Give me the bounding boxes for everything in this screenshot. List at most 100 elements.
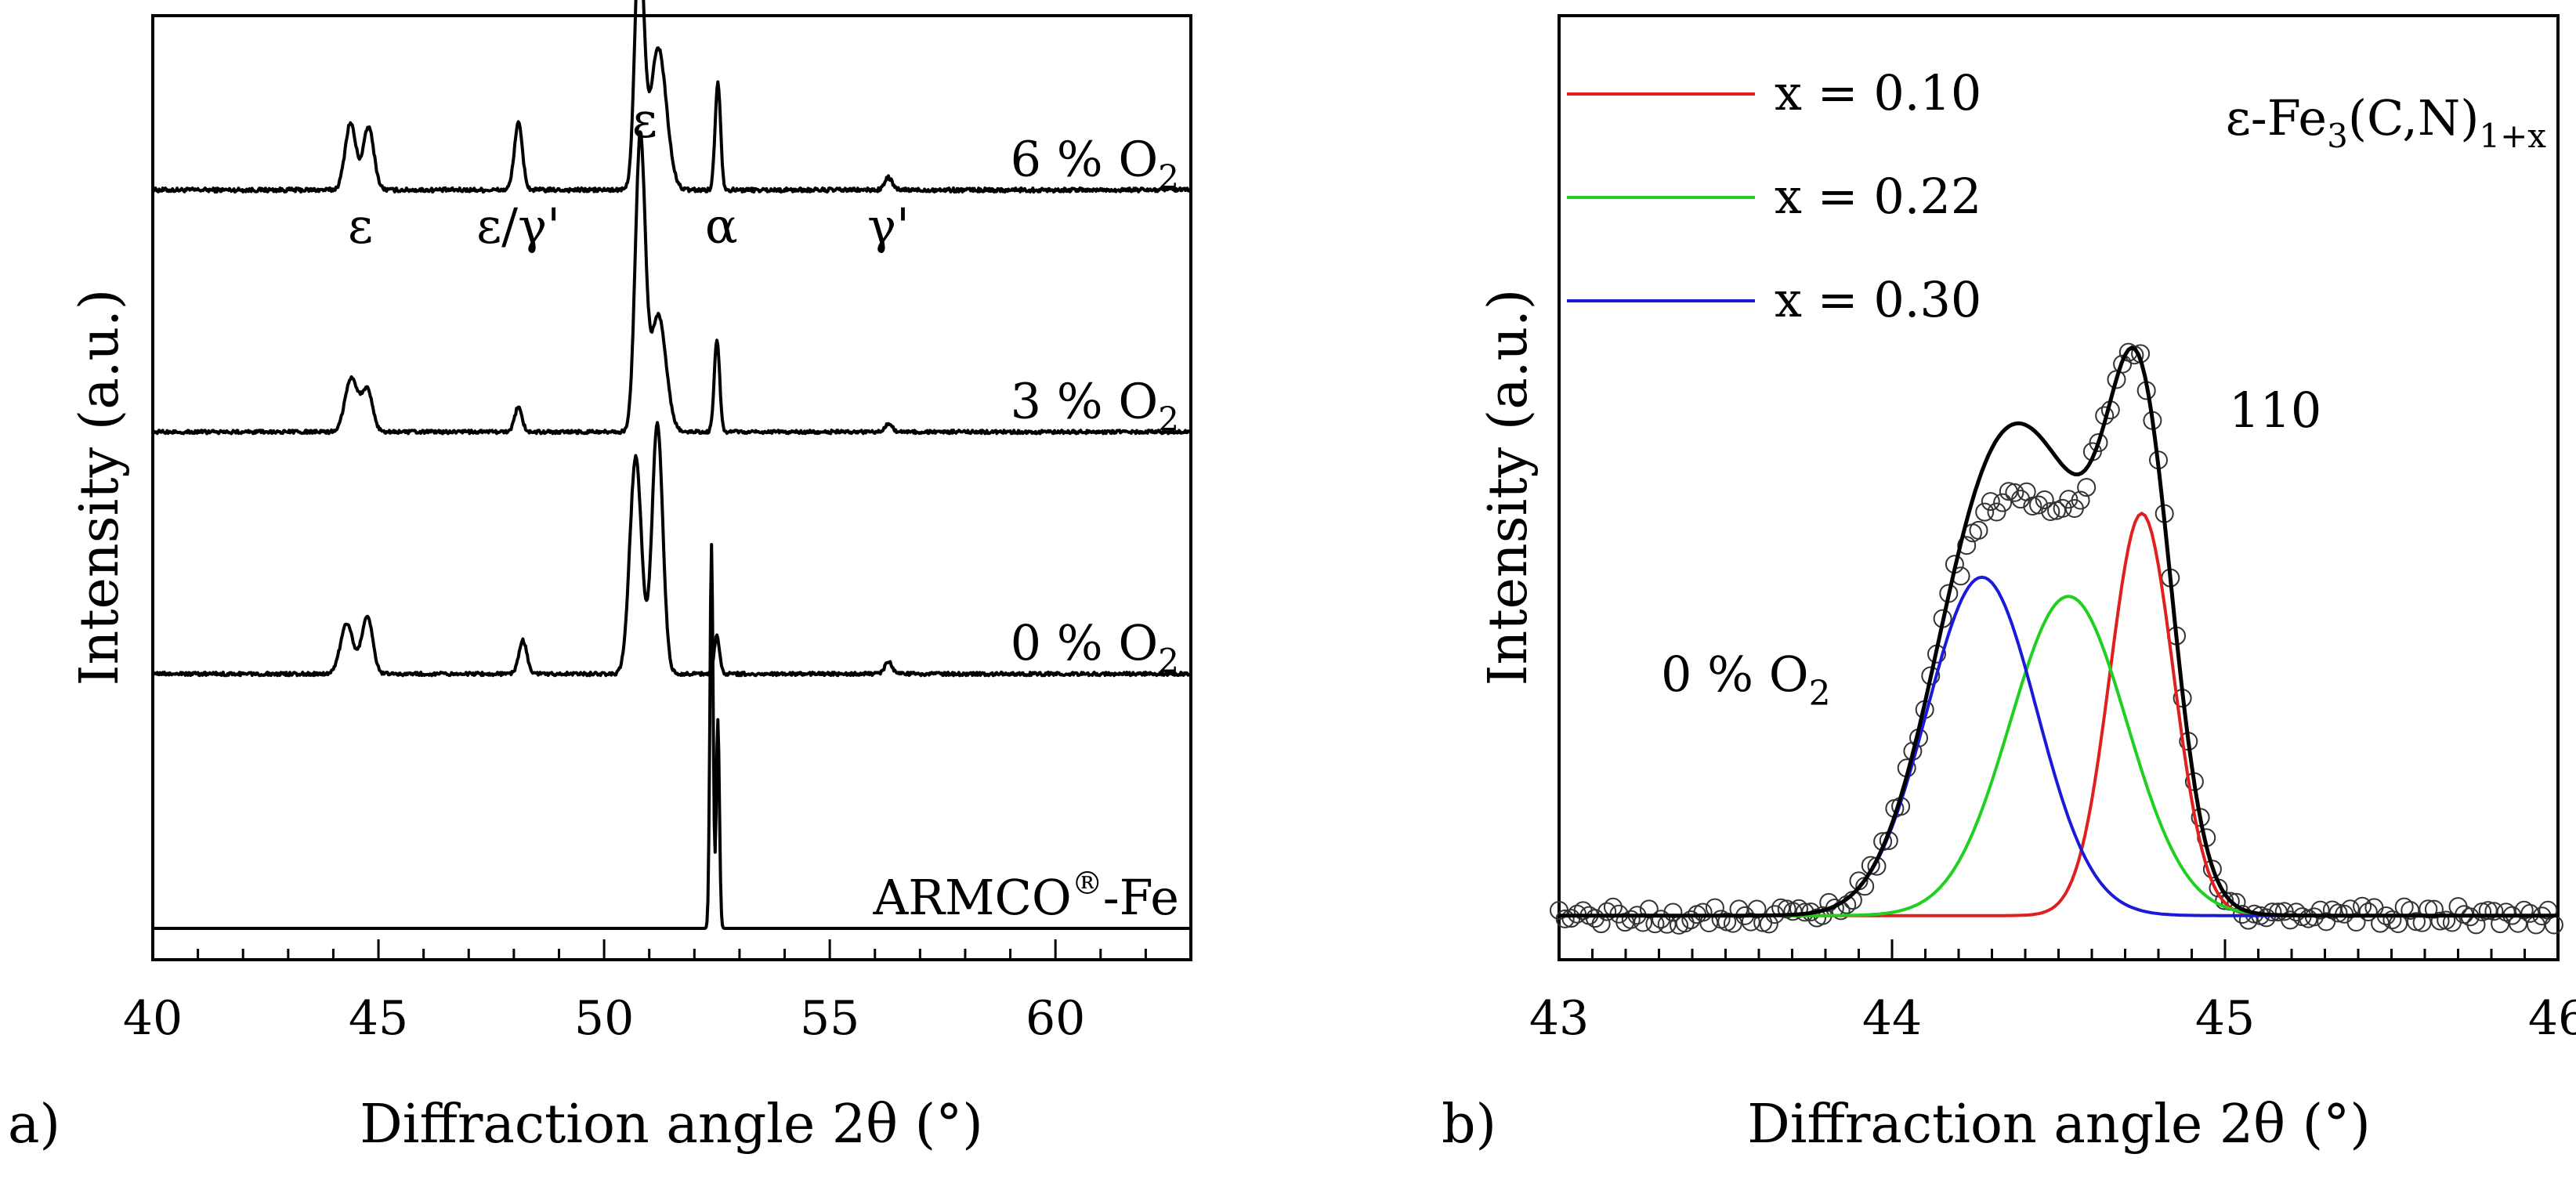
- panel-a-y-axis-title: Intensity (a.u.): [69, 289, 131, 686]
- panel-a-letter: a): [8, 1094, 60, 1156]
- measured-point: [2430, 911, 2450, 931]
- measured-point: [1585, 909, 1605, 928]
- panel-a-plot-frame: [151, 14, 1192, 961]
- trace-label: ARMCO®-Fe: [873, 866, 1180, 926]
- panel-a-peak-labels: ε ε/γ'εα γ': [348, 92, 910, 255]
- trace-label: 3 % O2: [1011, 372, 1179, 438]
- phase-label: ε-Fe3(C,N)1+x: [2226, 89, 2547, 155]
- component-curve: [1559, 575, 2558, 917]
- panel-b-annotations: ε-Fe3(C,N)1+x 110 0 % O2: [1661, 89, 2546, 714]
- measured-point: [1693, 903, 1713, 922]
- measured-point: [2053, 498, 2072, 518]
- x-tick-label: 46: [2528, 991, 2576, 1046]
- measured-point: [1621, 910, 1641, 929]
- measured-point: [2328, 903, 2348, 923]
- x-tick-label: 45: [349, 991, 408, 1046]
- measured-point: [1741, 912, 1760, 932]
- x-tick-label: 50: [574, 991, 634, 1046]
- measured-point: [2419, 899, 2438, 919]
- x-tick-label: 60: [1026, 991, 1085, 1046]
- measured-point: [2544, 915, 2563, 935]
- measured-point: [2364, 898, 2384, 917]
- panel-b-plot-frame: [1558, 14, 2560, 961]
- panel-b-x-axis-title: Diffraction angle 2θ (°): [1747, 1094, 2370, 1156]
- measured-point: [2401, 901, 2420, 920]
- panel-a-x-tick-labels: 40 45 50 55 60: [123, 991, 1086, 1046]
- measured-point: [2005, 483, 2024, 502]
- measured-point: [2035, 490, 2054, 509]
- panel-a-x-axis-title: Diffraction angle 2θ (°): [360, 1094, 982, 1156]
- fit-curve: [1559, 345, 2558, 918]
- panel-a-trace-labels: 6 % O2 3 % O2 0 % O2 ARMCO®-Fe: [873, 130, 1180, 926]
- measured-point: [1987, 502, 2006, 522]
- measured-point: [2059, 490, 2079, 509]
- panel-b-y-axis-title: Intensity (a.u.): [1478, 289, 1539, 686]
- measured-point: [2011, 490, 2031, 509]
- measured-point: [2256, 908, 2276, 928]
- legend-label: x = 0.22: [1775, 168, 1981, 225]
- peak-label: ε: [348, 197, 373, 255]
- panel-a: 40 45 50 55 60 ε ε/γ'εα γ' 6 % O23 % O20 % O2A…: [8, 0, 1192, 1156]
- measured-point: [2113, 354, 2133, 374]
- trace-label: 0 % O2: [1011, 614, 1179, 680]
- measured-point: [2023, 497, 2042, 516]
- panel-b: 43 44 45 46 x = 0.10 x = 0.22 x = 0.30 ε-Fe3(…: [1442, 14, 2576, 1156]
- measured-point: [2478, 901, 2498, 921]
- measured-point: [1981, 492, 2000, 512]
- measured-point: [2394, 897, 2414, 917]
- measured-point: [2382, 910, 2402, 930]
- measured-point: [2520, 903, 2540, 923]
- panel-b-x-tick-labels: 43 44 45 46: [1529, 991, 2576, 1046]
- measured-point: [1969, 520, 1988, 540]
- measured-point: [2041, 502, 2060, 521]
- panel-b-legend: x = 0.10 x = 0.22 x = 0.30: [1567, 64, 1981, 328]
- legend-label: x = 0.10: [1775, 64, 1981, 121]
- measured-point: [2202, 859, 2222, 879]
- measured-point: [2340, 899, 2360, 919]
- measured-point: [1555, 909, 1575, 928]
- measured-point: [2310, 900, 2330, 920]
- measured-point: [2029, 495, 2048, 515]
- measured-point: [1957, 536, 1977, 555]
- x-tick-label: 43: [1529, 991, 1589, 1046]
- panel-a-traces: [151, 0, 1192, 930]
- measured-point: [1747, 899, 1767, 919]
- measured-point: [1663, 903, 1683, 922]
- peak-label: γ': [867, 197, 910, 255]
- component-curve: [1559, 595, 2558, 917]
- measured-point: [1652, 910, 1671, 929]
- peak-label: ε: [632, 92, 657, 149]
- legend-label: x = 0.30: [1775, 271, 1981, 328]
- panel-b-x-ticks: [1558, 939, 2560, 960]
- measured-point: [1597, 902, 1617, 921]
- panel-a-x-ticks: [151, 939, 1192, 960]
- trace-line: [152, 543, 1192, 930]
- measured-point: [2071, 490, 2090, 510]
- x-tick-label: 55: [800, 991, 859, 1046]
- x-tick-label: 40: [123, 991, 183, 1046]
- measured-point: [2287, 903, 2306, 922]
- panel-b-letter: b): [1442, 1094, 1496, 1156]
- trace-line: [151, 0, 1192, 194]
- measured-point: [2484, 902, 2504, 921]
- measured-point: [2089, 433, 2108, 452]
- measured-point: [1729, 899, 1749, 919]
- trace-label: 6 % O2: [1011, 130, 1179, 196]
- panel-b-measured-points: [1550, 342, 2563, 935]
- x-tick-label: 45: [2195, 991, 2255, 1046]
- peak-label: ε/γ': [476, 197, 560, 255]
- peak-label: α: [705, 197, 738, 255]
- measured-point: [2424, 899, 2444, 919]
- panel-b-curves: [1559, 345, 2558, 918]
- measured-point: [1759, 914, 1778, 934]
- condition-label: 0 % O2: [1661, 646, 1831, 714]
- measured-point: [2346, 913, 2366, 932]
- measured-point: [2389, 914, 2408, 933]
- measured-point: [1993, 493, 2013, 512]
- measured-point: [2407, 912, 2426, 932]
- trace-line: [151, 130, 1192, 436]
- measured-point: [2358, 903, 2378, 921]
- trace-line: [151, 421, 1192, 678]
- measured-point: [2077, 478, 2097, 497]
